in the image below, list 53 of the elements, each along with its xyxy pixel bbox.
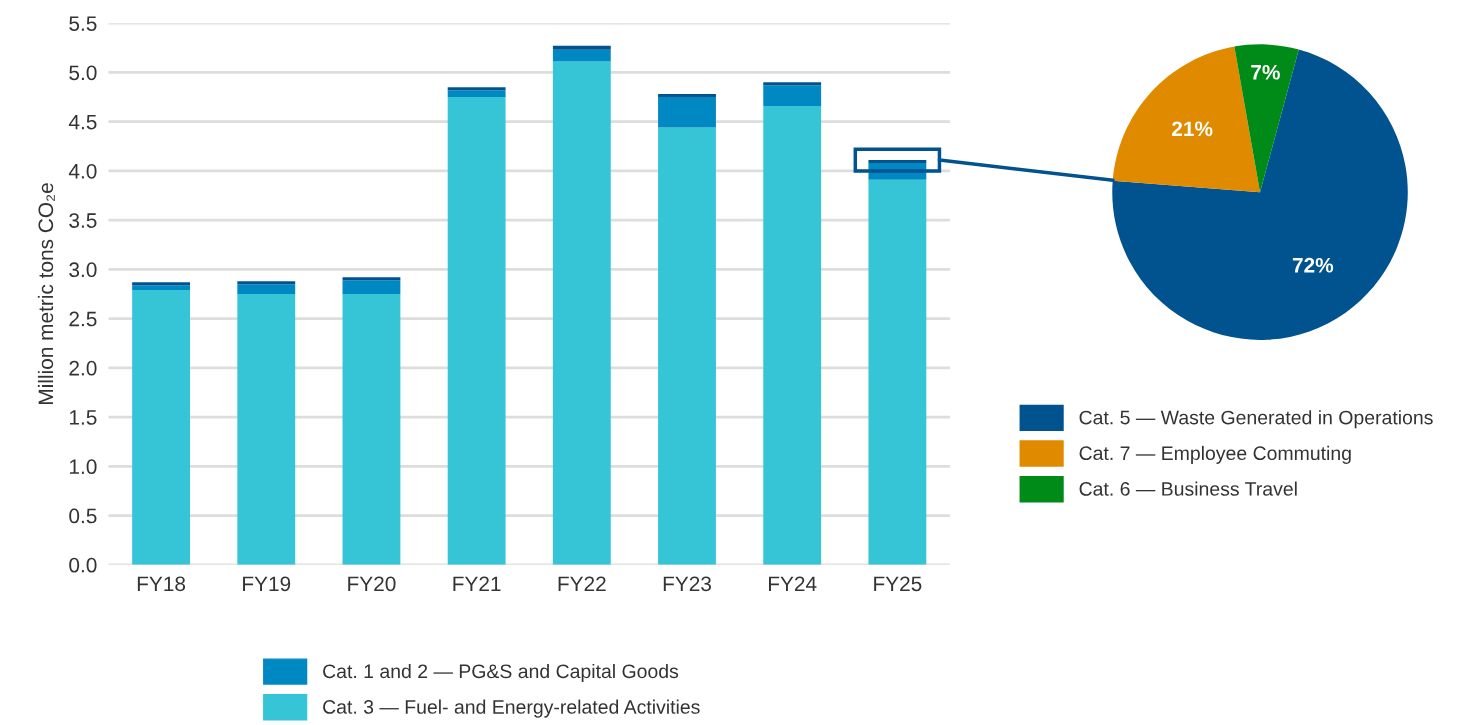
- bar: [763, 85, 822, 106]
- y-tick-label: 2.0: [69, 360, 97, 376]
- y-tick-label: 4.5: [68, 114, 97, 130]
- legend-label: Cat. 7 — Employee Commuting: [1079, 445, 1351, 464]
- bar: [763, 105, 822, 565]
- bar: [658, 97, 716, 128]
- bar: [552, 49, 611, 62]
- bar: [552, 45, 611, 50]
- bar: [447, 90, 506, 98]
- bar: [237, 293, 296, 565]
- y-tick-label: 3.0: [69, 262, 97, 278]
- y-tick-label: 4.0: [68, 163, 97, 179]
- bar: [447, 97, 506, 565]
- x-tick-label: FY24: [769, 576, 817, 591]
- bar: [868, 160, 927, 164]
- bar: [658, 127, 716, 565]
- y-tick-label: 1.5: [70, 410, 97, 425]
- y-tick-label: 0.0: [69, 557, 97, 573]
- bar: [447, 87, 506, 91]
- y-tick-label: 0.5: [69, 508, 97, 524]
- y-axis-title: Million metric tons CO₂e: [37, 183, 55, 404]
- bar: [237, 284, 296, 294]
- x-tick-label: FY19: [243, 576, 291, 592]
- y-tick-label: 2.5: [69, 311, 97, 327]
- bar: [342, 293, 401, 565]
- x-tick-label: FY22: [558, 576, 606, 591]
- data-label: 21%: [1172, 121, 1213, 137]
- bar: [658, 94, 716, 98]
- bar: [132, 290, 190, 565]
- x-tick-label: FY23: [663, 576, 711, 592]
- legend-label: Cat. 6 — Business Travel: [1079, 481, 1297, 496]
- bar: [132, 282, 190, 286]
- x-tick-label: FY21: [453, 576, 501, 591]
- y-tick-label: 3.5: [69, 213, 97, 228]
- x-tick-label: FY20: [348, 576, 396, 592]
- y-tick-label: 5.5: [69, 16, 97, 31]
- bar: [868, 179, 927, 565]
- bar: [342, 280, 401, 294]
- x-tick-label: FY25: [874, 576, 922, 592]
- pie-slice: [1234, 44, 1299, 193]
- legend-label: Cat. 3 — Fuel- and Energy-related Activities: [323, 699, 700, 718]
- x-tick-label: FY18: [137, 576, 186, 592]
- bar: [237, 281, 296, 285]
- bar: [552, 61, 611, 565]
- bar: [132, 285, 190, 291]
- data-label: 72%: [1292, 257, 1334, 273]
- y-tick-label: 1.0: [70, 459, 97, 475]
- bar: [342, 277, 401, 281]
- legend-label: Cat. 5 — Waste Generated in Operations: [1079, 410, 1433, 429]
- y-tick-label: 5.0: [69, 65, 97, 81]
- legend-label: Cat. 1 and 2 — PG&S and Capital Goods: [323, 663, 679, 683]
- data-label: 7%: [1251, 64, 1280, 80]
- bar: [763, 82, 822, 86]
